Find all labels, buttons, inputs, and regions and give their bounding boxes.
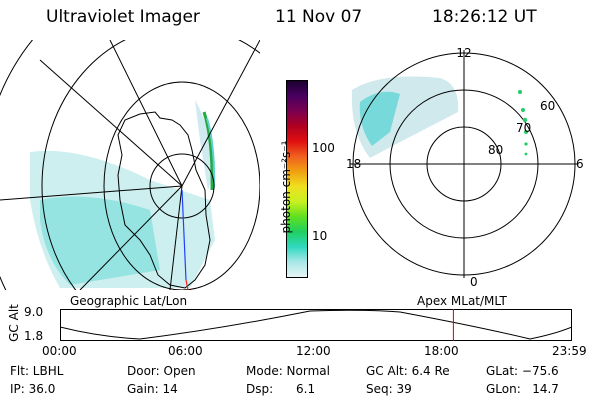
- polar-mlat-mlt-plot: 12 18 6 0 60 70 80: [346, 46, 584, 288]
- time-tick-0000: 00:00: [42, 344, 77, 358]
- altitude-ytick-high: 9.0: [24, 305, 44, 319]
- instrument-title: Ultraviolet Imager: [46, 7, 200, 27]
- lat-label-80: 80: [488, 143, 503, 157]
- geographic-map: [0, 40, 260, 290]
- status-mode: Mode: Normal: [246, 364, 330, 378]
- mlt-label-0: 0: [470, 275, 478, 288]
- status-dsp: Dsp: 6.1: [246, 382, 316, 396]
- color-scale-bar: [286, 80, 308, 278]
- status-glon: GLon: 14.7: [486, 382, 559, 396]
- status-ip: IP: 36.0: [10, 382, 56, 396]
- status-sequence: Seq: 39: [366, 382, 412, 396]
- colorbar-tick-10: 10: [312, 229, 328, 243]
- mlt-label-6: 6: [576, 157, 584, 171]
- altitude-ytick-low: 1.8: [24, 329, 44, 343]
- time-tick-1800: 18:00: [424, 344, 459, 358]
- status-filter: Flt: LBHL: [10, 364, 64, 378]
- geographic-panel-label: Geographic Lat/Lon: [70, 294, 188, 308]
- observation-time: 18:26:12 UT: [432, 7, 537, 27]
- time-tick-1200: 12:00: [296, 344, 331, 358]
- altitude-curve: [60, 309, 572, 340]
- ground-station-points: [518, 90, 528, 156]
- status-glat: GLat: −75.6: [486, 364, 559, 378]
- status-gc-altitude: GC Alt: 6.4 Re: [366, 364, 450, 378]
- altitude-ylabel: GC Alt: [7, 304, 21, 342]
- mlt-label-18: 18: [346, 157, 361, 171]
- colorbar-tick-100: 100: [312, 141, 335, 155]
- colorbar-unit-label: photon cm⁻²s⁻¹: [279, 140, 293, 234]
- altitude-plot: [60, 309, 572, 341]
- time-tick-2359: 23:59: [552, 344, 587, 358]
- continent-outline: [117, 111, 211, 289]
- status-gain: Gain: 14: [127, 382, 178, 396]
- satellite-track: [181, 189, 187, 281]
- polar-panel-label: Apex MLat/MLT: [417, 294, 507, 308]
- mlt-label-12: 12: [456, 46, 471, 60]
- status-door: Door: Open: [127, 364, 196, 378]
- time-tick-0600: 06:00: [168, 344, 203, 358]
- observation-date: 11 Nov 07: [275, 7, 363, 27]
- lat-label-70: 70: [516, 121, 531, 135]
- lat-label-60: 60: [540, 99, 555, 113]
- aurora-arc-geo: [202, 111, 214, 191]
